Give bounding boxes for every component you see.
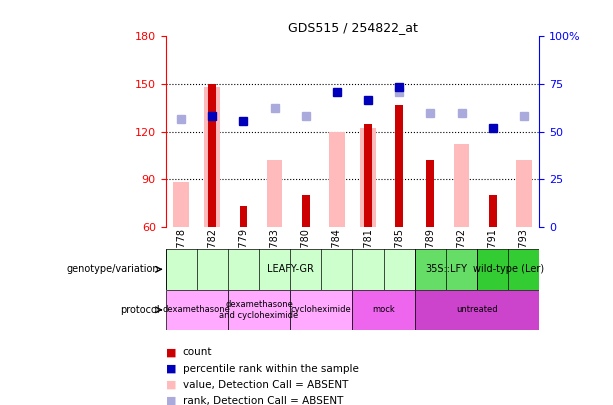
Bar — [173, 182, 189, 227]
Bar — [321, 249, 352, 290]
Text: count: count — [183, 347, 212, 357]
Bar — [516, 160, 531, 227]
Bar — [454, 144, 470, 227]
Bar — [352, 249, 384, 290]
Bar — [477, 249, 539, 290]
Text: cycloheximide: cycloheximide — [291, 305, 352, 314]
Bar — [166, 249, 197, 290]
Title: GDS515 / 254822_at: GDS515 / 254822_at — [287, 21, 417, 34]
Bar — [228, 290, 290, 330]
Bar — [384, 249, 415, 290]
Bar — [427, 160, 434, 227]
Bar — [267, 160, 283, 227]
Bar — [205, 87, 220, 227]
Bar — [360, 128, 376, 227]
Bar — [415, 290, 539, 330]
Bar — [166, 249, 415, 290]
Bar — [415, 249, 477, 290]
Bar — [352, 290, 415, 330]
Bar — [477, 249, 508, 290]
Text: ■: ■ — [166, 364, 176, 373]
Bar — [364, 124, 372, 227]
Text: protocol: protocol — [120, 305, 159, 315]
Bar — [197, 249, 228, 290]
Text: value, Detection Call = ABSENT: value, Detection Call = ABSENT — [183, 380, 348, 390]
Text: wild-type (Ler): wild-type (Ler) — [473, 264, 544, 274]
Text: percentile rank within the sample: percentile rank within the sample — [183, 364, 359, 373]
Bar — [259, 249, 290, 290]
Text: mock: mock — [372, 305, 395, 314]
Bar — [446, 249, 477, 290]
Bar — [208, 84, 216, 227]
Bar — [302, 195, 310, 227]
Bar — [508, 249, 539, 290]
Text: dexamethasone: dexamethasone — [162, 305, 230, 314]
Text: untreated: untreated — [456, 305, 498, 314]
Text: ■: ■ — [166, 347, 176, 357]
Text: LEAFY-GR: LEAFY-GR — [267, 264, 314, 274]
Bar — [228, 249, 259, 290]
Bar — [290, 249, 321, 290]
Bar — [395, 104, 403, 227]
Text: genotype/variation: genotype/variation — [67, 264, 159, 274]
Text: dexamethasone
and cycloheximide: dexamethasone and cycloheximide — [219, 300, 299, 320]
Bar — [166, 290, 228, 330]
Bar — [290, 290, 352, 330]
Bar — [489, 195, 497, 227]
Text: 35S::LFY: 35S::LFY — [425, 264, 467, 274]
Bar — [240, 206, 247, 227]
Bar — [329, 132, 345, 227]
Text: rank, Detection Call = ABSENT: rank, Detection Call = ABSENT — [183, 396, 343, 405]
Text: ■: ■ — [166, 380, 176, 390]
Bar — [415, 249, 446, 290]
Text: ■: ■ — [166, 396, 176, 405]
